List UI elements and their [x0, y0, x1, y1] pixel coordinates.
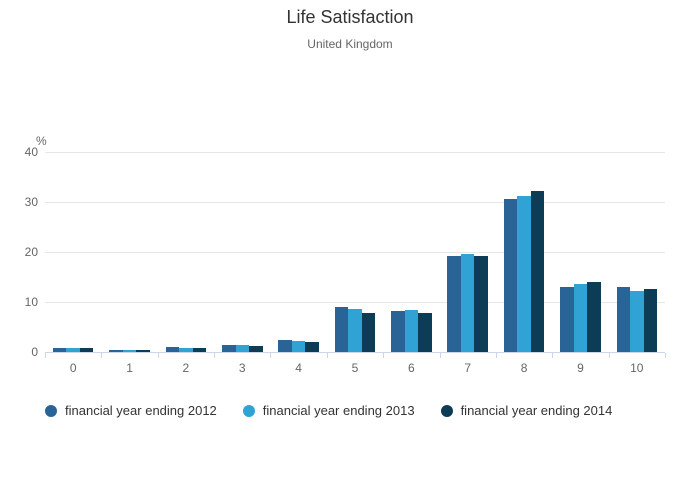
- x-tick-label-1: 1: [126, 361, 133, 375]
- x-axis-tick: [665, 353, 666, 358]
- y-tick-label-10: 10: [24, 295, 38, 309]
- legend-marker-icon: [45, 404, 57, 417]
- bar-financial-year-ending-2014-cat-7[interactable]: [474, 255, 488, 352]
- bar-financial-year-ending-2014-cat-4[interactable]: [305, 342, 319, 352]
- y-axis-unit-label: %: [36, 134, 47, 148]
- chart-subtitle: United Kingdom: [307, 37, 393, 51]
- bar-financial-year-ending-2012-cat-0[interactable]: [52, 347, 67, 352]
- bar-financial-year-ending-2012-cat-9[interactable]: [560, 287, 574, 352]
- bar-financial-year-ending-2012-cat-10[interactable]: [616, 287, 631, 352]
- gridline-10: [45, 301, 665, 303]
- bar-financial-year-ending-2014-cat-8[interactable]: [530, 190, 545, 352]
- x-axis-tick: [608, 353, 610, 358]
- bar-financial-year-ending-2012-cat-1[interactable]: [109, 350, 123, 352]
- bar-financial-year-ending-2013-cat-1[interactable]: [122, 350, 137, 352]
- bar-financial-year-ending-2013-cat-0[interactable]: [66, 348, 80, 352]
- x-axis-tick: [270, 353, 272, 358]
- legend-item-financial-year-ending-2012[interactable]: financial year ending 2012: [45, 403, 217, 418]
- x-axis-tick: [383, 353, 385, 358]
- gridline-30: [45, 201, 665, 203]
- bar-financial-year-ending-2014-cat-1[interactable]: [136, 350, 150, 352]
- bar-financial-year-ending-2012-cat-3[interactable]: [222, 344, 236, 352]
- x-axis-tick: [45, 353, 46, 358]
- bar-financial-year-ending-2014-cat-10[interactable]: [643, 289, 658, 352]
- bar-financial-year-ending-2012-cat-2[interactable]: [165, 347, 180, 352]
- legend-marker-icon: [242, 404, 255, 417]
- y-tick-label-40: 40: [24, 145, 38, 159]
- bar-financial-year-ending-2012-cat-8[interactable]: [503, 198, 518, 352]
- x-tick-label-3: 3: [238, 361, 246, 375]
- legend-marker-icon: [440, 404, 453, 417]
- bar-financial-year-ending-2013-cat-4[interactable]: [291, 340, 306, 352]
- legend-item-financial-year-ending-2013[interactable]: financial year ending 2013: [242, 403, 415, 418]
- x-axis-tick: [495, 353, 497, 358]
- bar-financial-year-ending-2013-cat-2[interactable]: [179, 348, 193, 352]
- bar-financial-year-ending-2012-cat-6[interactable]: [391, 311, 405, 352]
- bar-financial-year-ending-2014-cat-0[interactable]: [79, 348, 94, 352]
- y-tick-label-20: 20: [24, 245, 38, 259]
- gridline-20: [45, 251, 665, 253]
- bar-financial-year-ending-2013-cat-6[interactable]: [404, 309, 419, 352]
- x-tick-label-10: 10: [630, 361, 644, 375]
- bar-financial-year-ending-2013-cat-9[interactable]: [573, 284, 588, 352]
- x-tick-label-4: 4: [295, 361, 302, 375]
- bar-financial-year-ending-2013-cat-7[interactable]: [460, 254, 475, 352]
- legend-label: financial year ending 2012: [65, 403, 217, 418]
- bar-financial-year-ending-2012-cat-7[interactable]: [447, 256, 461, 352]
- bar-financial-year-ending-2013-cat-10[interactable]: [630, 291, 644, 352]
- x-tick-label-6: 6: [408, 361, 415, 375]
- x-axis-tick: [439, 353, 441, 358]
- bar-financial-year-ending-2014-cat-6[interactable]: [418, 313, 432, 352]
- x-tick-label-2: 2: [182, 361, 190, 375]
- x-tick-label-7: 7: [464, 361, 472, 375]
- bar-financial-year-ending-2013-cat-8[interactable]: [517, 196, 531, 352]
- bar-financial-year-ending-2012-cat-4[interactable]: [278, 339, 292, 352]
- legend-item-financial-year-ending-2014[interactable]: financial year ending 2014: [440, 403, 613, 418]
- x-axis-tick: [101, 353, 103, 358]
- x-axis-tick: [214, 353, 216, 358]
- legend-label: financial year ending 2013: [262, 403, 415, 418]
- legend: financial year ending 2012 financial year…: [45, 403, 612, 418]
- x-axis-tick: [552, 353, 554, 358]
- chart-title: Life Satisfaction: [286, 7, 414, 27]
- bar-financial-year-ending-2014-cat-5[interactable]: [361, 313, 376, 352]
- bar-financial-year-ending-2014-cat-9[interactable]: [587, 282, 601, 352]
- bar-financial-year-ending-2012-cat-5[interactable]: [334, 307, 349, 352]
- x-tick-label-8: 8: [520, 361, 528, 375]
- x-tick-label-5: 5: [351, 361, 359, 375]
- bar-financial-year-ending-2013-cat-5[interactable]: [348, 309, 362, 352]
- y-tick-label-30: 30: [24, 195, 38, 209]
- x-axis-tick: [326, 353, 328, 358]
- y-tick-label-0: 0: [31, 345, 38, 359]
- bar-financial-year-ending-2013-cat-3[interactable]: [235, 344, 250, 352]
- bar-financial-year-ending-2014-cat-3[interactable]: [249, 346, 263, 352]
- x-axis-tick: [157, 353, 159, 358]
- x-tick-label-0: 0: [69, 361, 77, 375]
- bar-financial-year-ending-2014-cat-2[interactable]: [192, 348, 207, 352]
- x-tick-label-9: 9: [577, 361, 584, 375]
- gridline-40: [45, 151, 665, 153]
- x-axis-line: [45, 352, 665, 353]
- legend-label: financial year ending 2014: [460, 403, 613, 418]
